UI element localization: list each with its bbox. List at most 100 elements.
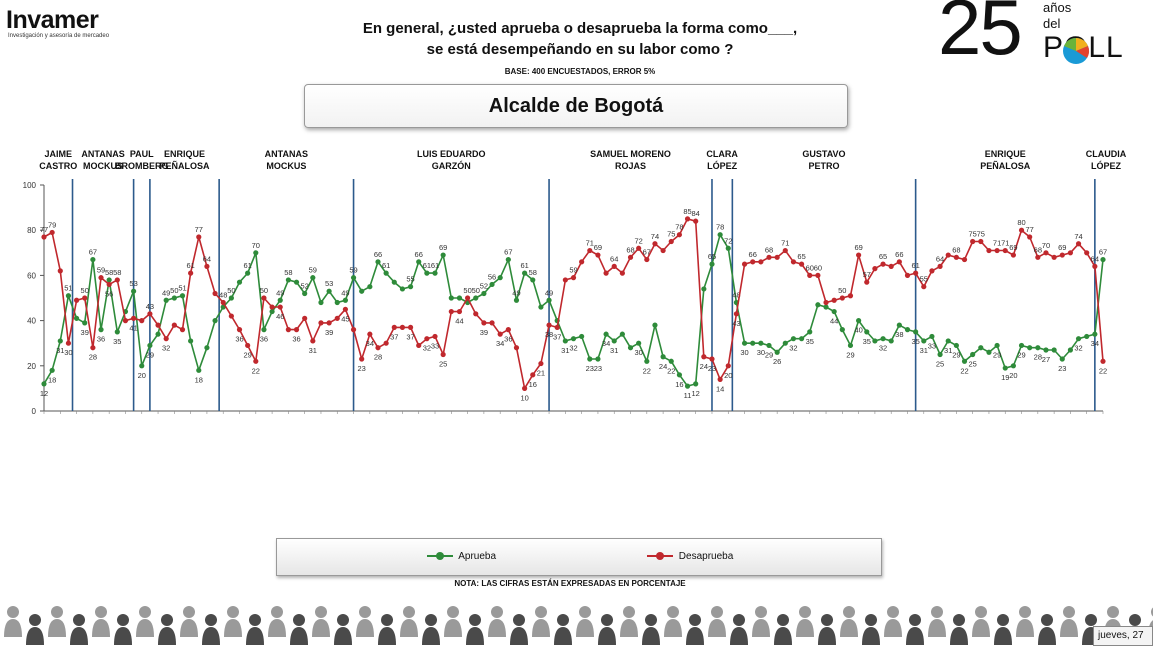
- data-label-desaprueba: 50: [463, 286, 471, 295]
- data-point-desaprueba: [285, 327, 291, 333]
- data-label-desaprueba: 70: [1042, 241, 1050, 250]
- data-point-desaprueba: [684, 216, 691, 222]
- person-silhouette-icon: [598, 614, 616, 645]
- data-label-aprueba: 31: [944, 346, 952, 355]
- data-point-aprueba: [921, 338, 927, 344]
- data-label-aprueba: 49: [512, 288, 520, 297]
- data-point-desaprueba: [603, 270, 609, 276]
- data-point-aprueba: [49, 367, 55, 373]
- data-label-desaprueba: 64: [203, 254, 211, 263]
- data-point-aprueba: [440, 252, 446, 258]
- data-point-aprueba: [57, 338, 63, 344]
- data-point-aprueba: [245, 270, 251, 276]
- data-label-desaprueba: 71: [781, 239, 789, 248]
- person-silhouette-icon: [708, 606, 726, 637]
- data-label-aprueba: 51: [178, 284, 186, 293]
- data-point-aprueba: [497, 275, 503, 281]
- data-label-aprueba: 61: [520, 261, 528, 270]
- mayor-label: ANTANAS MOCKUS: [81, 149, 125, 171]
- data-label-aprueba: 29: [765, 350, 773, 359]
- data-point-aprueba: [424, 270, 430, 276]
- data-point-aprueba: [587, 356, 593, 362]
- person-silhouette-icon: [532, 606, 550, 637]
- data-point-desaprueba: [350, 327, 357, 333]
- data-label-aprueba: 32: [1074, 344, 1082, 353]
- data-point-aprueba: [147, 342, 153, 349]
- data-label-aprueba: 29: [993, 350, 1001, 359]
- data-point-desaprueba: [1002, 247, 1008, 254]
- data-point-aprueba: [652, 322, 658, 328]
- data-label-desaprueba: 34: [366, 339, 374, 348]
- data-label-desaprueba: 37: [390, 332, 398, 341]
- data-point-aprueba: [1027, 345, 1033, 351]
- person-silhouette-icon: [686, 614, 704, 645]
- data-point-aprueba: [350, 275, 357, 281]
- data-label-desaprueba: 66: [749, 250, 757, 259]
- data-point-desaprueba: [1084, 250, 1090, 256]
- person-silhouette-icon: [576, 606, 594, 637]
- y-tick-label: 100: [23, 181, 37, 190]
- data-label-aprueba: 30: [634, 348, 642, 357]
- data-label-desaprueba: 74: [1074, 232, 1082, 241]
- data-point-aprueba: [1051, 347, 1057, 353]
- data-label-aprueba: 67: [1099, 248, 1107, 257]
- data-point-desaprueba: [904, 272, 911, 278]
- data-label-desaprueba: 25: [439, 360, 447, 369]
- mayor-label: ANTANAS MOCKUS: [264, 149, 309, 171]
- data-label-aprueba: 39: [81, 328, 89, 337]
- data-point-aprueba: [1100, 256, 1106, 263]
- data-point-aprueba: [481, 290, 487, 297]
- data-label-desaprueba: 36: [235, 335, 243, 344]
- mayor-label: CLARA LÓPEZ: [706, 149, 738, 171]
- data-point-desaprueba: [49, 229, 55, 236]
- data-point-desaprueba: [448, 308, 454, 315]
- data-point-desaprueba: [758, 259, 764, 265]
- data-point-aprueba: [961, 358, 968, 364]
- data-point-aprueba: [807, 329, 813, 335]
- y-tick-label: 60: [27, 271, 36, 280]
- person-silhouette-icon: [1038, 614, 1056, 645]
- data-point-desaprueba: [668, 238, 674, 245]
- data-point-desaprueba: [57, 268, 63, 274]
- data-point-desaprueba: [945, 252, 951, 258]
- data-label-desaprueba: 37: [406, 332, 414, 341]
- data-point-aprueba: [196, 367, 202, 373]
- data-point-desaprueba: [595, 252, 601, 258]
- data-label-desaprueba: 57: [863, 270, 871, 279]
- legend-swatch-desaprueba: [647, 552, 673, 561]
- data-point-aprueba: [978, 345, 984, 351]
- data-label-aprueba: 29: [846, 350, 854, 359]
- data-point-desaprueba: [147, 311, 153, 317]
- data-point-aprueba: [750, 340, 756, 346]
- data-point-desaprueba: [644, 256, 650, 263]
- data-point-desaprueba: [236, 327, 243, 333]
- data-label-aprueba: 20: [138, 371, 146, 380]
- data-label-aprueba: 55: [406, 275, 414, 284]
- data-label-aprueba: 44: [830, 317, 838, 326]
- data-label-aprueba: 24: [659, 362, 667, 371]
- data-point-aprueba: [913, 329, 919, 335]
- person-silhouette-icon: [224, 606, 242, 637]
- data-label-aprueba: 52: [480, 281, 488, 290]
- data-point-desaprueba: [220, 299, 226, 306]
- data-point-desaprueba: [978, 238, 984, 245]
- data-label-desaprueba: 32: [162, 344, 170, 353]
- data-label-desaprueba: 43: [146, 302, 154, 311]
- person-silhouette-icon: [906, 614, 924, 645]
- data-point-aprueba: [277, 297, 283, 303]
- data-point-aprueba: [131, 288, 137, 294]
- data-point-desaprueba: [440, 351, 446, 358]
- data-point-desaprueba: [465, 295, 471, 301]
- data-point-aprueba: [155, 331, 161, 337]
- data-point-aprueba: [318, 299, 324, 306]
- data-label-aprueba: 65: [708, 252, 716, 261]
- data-point-desaprueba: [725, 363, 731, 369]
- data-point-desaprueba: [611, 263, 617, 269]
- data-point-aprueba: [139, 363, 145, 369]
- data-label-aprueba: 33: [928, 341, 936, 350]
- data-label-desaprueba: 43: [732, 319, 740, 328]
- data-label-aprueba: 11: [684, 391, 692, 400]
- data-label-aprueba: 51: [64, 284, 72, 293]
- data-point-desaprueba: [261, 295, 267, 301]
- data-label-desaprueba: 50: [838, 286, 846, 295]
